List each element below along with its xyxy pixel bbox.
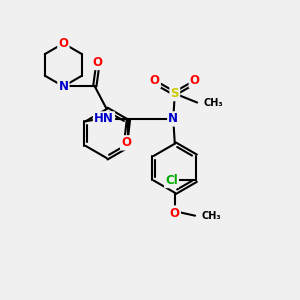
Text: O: O bbox=[170, 206, 180, 220]
Text: CH₃: CH₃ bbox=[202, 211, 221, 221]
Text: Cl: Cl bbox=[165, 174, 178, 187]
Text: N: N bbox=[58, 80, 68, 93]
Text: O: O bbox=[190, 74, 200, 87]
Text: O: O bbox=[58, 37, 68, 50]
Text: S: S bbox=[170, 87, 179, 100]
Text: HN: HN bbox=[94, 112, 114, 125]
Text: N: N bbox=[168, 112, 178, 125]
Text: CH₃: CH₃ bbox=[204, 98, 224, 107]
Text: O: O bbox=[150, 74, 160, 87]
Text: O: O bbox=[93, 56, 103, 69]
Text: O: O bbox=[121, 136, 131, 149]
